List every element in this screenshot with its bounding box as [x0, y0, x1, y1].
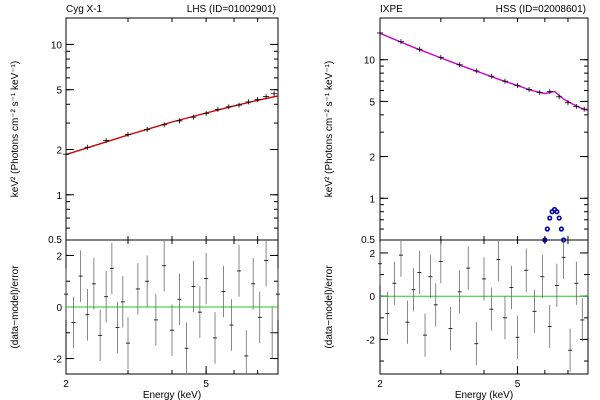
upper-y-tick-label: 1: [56, 191, 62, 202]
upper-y-tick-label: 10: [51, 40, 63, 51]
state-label: LHS (ID=01002901): [187, 4, 276, 15]
source-label: IXPE: [380, 4, 403, 15]
upper-plot-frame: [379, 17, 589, 241]
lower-y-tick-label: -2: [366, 335, 375, 346]
x-axis-label: Energy (keV): [143, 390, 201, 400]
upper-y-tick-label: 2: [369, 153, 375, 164]
upper-y-axis-label: keV² (Photons cm⁻² s⁻¹ keV⁻¹): [10, 61, 21, 197]
line-component-point: [554, 209, 560, 215]
upper-y-bottom-label: 0.5: [361, 235, 375, 246]
source-label: Cyg X-1: [66, 4, 103, 15]
line-component-point: [542, 237, 548, 243]
x-tick-label: 5: [203, 379, 209, 390]
lower-y-tick-label: 0: [369, 292, 375, 303]
lower-y-tick-label: 0: [56, 303, 62, 314]
x-tick-label: 2: [377, 379, 383, 390]
model-curve: [379, 32, 589, 112]
upper-y-tick-label: 10: [364, 56, 376, 67]
x-axis-label: Energy (keV): [455, 390, 513, 400]
state-label: HSS (ID=02008601): [496, 4, 586, 15]
upper-y-tick-label: 1: [369, 194, 375, 205]
lower-y-axis-label: (data−model)/error: [324, 265, 335, 349]
upper-y-tick-label: 5: [56, 86, 62, 97]
line-component-point: [547, 215, 553, 221]
upper-y-tick-label: 5: [369, 97, 375, 108]
lower-y-tick-label: 2: [56, 251, 62, 262]
model-curve: [65, 95, 279, 156]
line-component-point: [544, 226, 550, 232]
upper-y-axis-label: keV² (Photons cm⁻² s⁻¹ keV⁻¹): [324, 61, 335, 197]
lower-y-tick-label: -2: [53, 355, 62, 366]
x-tick-label: 5: [515, 379, 521, 390]
lower-y-axis-label: (data−model)/error: [10, 265, 21, 349]
line-component-point: [558, 226, 564, 232]
upper-plot-frame: [65, 17, 279, 241]
upper-y-bottom-label: 0.5: [48, 235, 62, 246]
x-tick-label: 2: [63, 379, 69, 390]
line-component-point: [556, 215, 562, 221]
upper-y-tick-label: 2: [56, 146, 62, 157]
lower-y-tick-label: 2: [369, 249, 375, 260]
